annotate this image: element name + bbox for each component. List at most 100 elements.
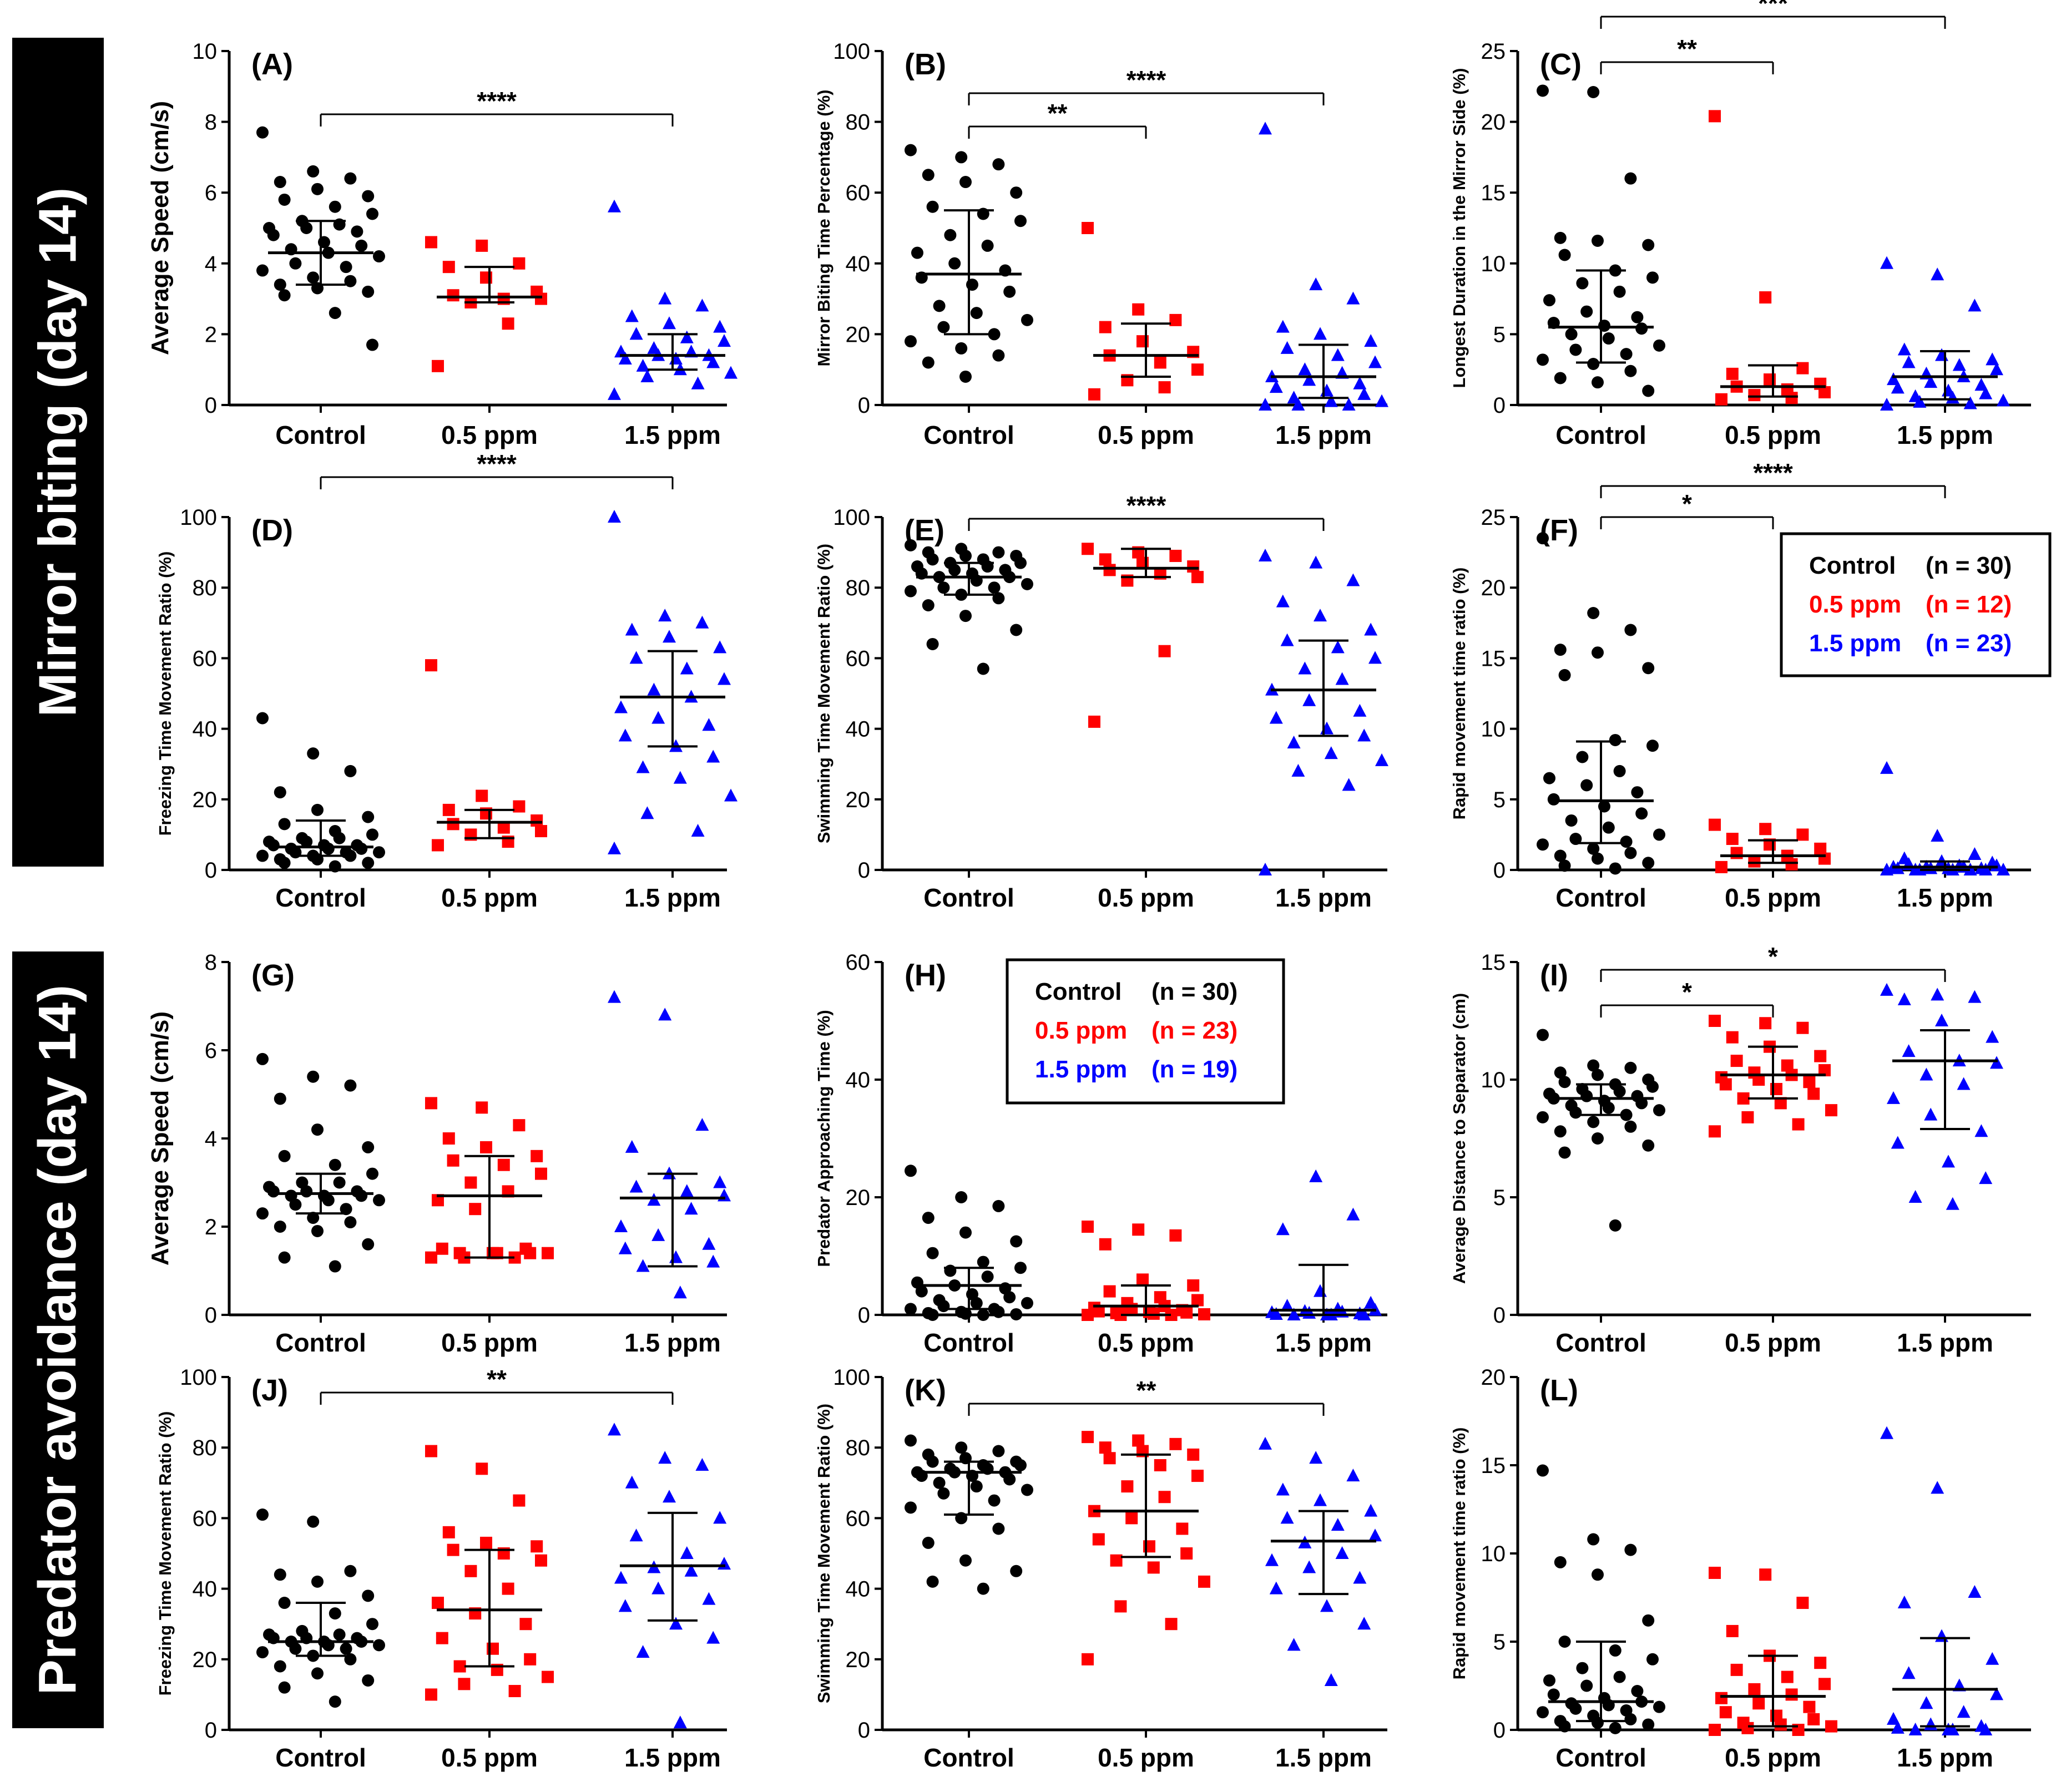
data-point <box>425 236 437 249</box>
data-point <box>1280 633 1294 646</box>
data-point <box>1587 1116 1600 1128</box>
y-tick-label: 80 <box>193 576 218 600</box>
data-point <box>1191 571 1204 584</box>
data-point <box>1554 1125 1567 1138</box>
data-point <box>366 338 378 351</box>
data-point <box>1781 1670 1794 1683</box>
data-point <box>1335 672 1349 685</box>
data-point <box>706 1254 720 1268</box>
data-point <box>970 1480 983 1493</box>
data-point <box>362 1674 375 1687</box>
data-point <box>1609 1219 1621 1232</box>
y-tick-label: 0 <box>858 858 870 883</box>
y-tick-label: 10 <box>193 39 218 64</box>
data-point <box>1620 348 1633 361</box>
data-point <box>926 1575 939 1588</box>
x-tick-label: 1.5 ppm <box>1897 883 1993 912</box>
data-point <box>1631 1685 1644 1698</box>
data-point <box>988 581 1001 594</box>
legend-group-label: Control <box>1035 978 1122 1005</box>
y-tick-label: 40 <box>193 717 218 742</box>
data-point <box>256 712 269 725</box>
data-point <box>1935 1014 1948 1026</box>
data-point <box>1010 1565 1023 1577</box>
data-point <box>1587 1533 1600 1546</box>
data-point <box>1719 1078 1732 1091</box>
data-point <box>1259 398 1272 411</box>
data-point <box>1309 1451 1323 1464</box>
data-point <box>1165 1309 1178 1321</box>
data-point <box>1624 624 1637 636</box>
data-point <box>508 1251 521 1264</box>
data-point <box>1136 1273 1149 1286</box>
y-tick-label: 80 <box>846 1436 871 1460</box>
panel-c: 0 5 10 15 20 25 Control 0.5 ppm 1.5 ppm Longest D… <box>1449 0 2031 449</box>
data-point <box>1082 1431 1094 1444</box>
data-point <box>1726 367 1739 380</box>
data-point <box>425 1251 437 1264</box>
data-point <box>1642 239 1655 251</box>
y-tick-label: 20 <box>193 788 218 812</box>
data-point <box>274 176 286 189</box>
data-point <box>1709 818 1721 831</box>
data-point <box>1287 1638 1301 1651</box>
data-point <box>1324 746 1338 760</box>
data-point <box>1276 1222 1290 1236</box>
data-point <box>636 760 650 773</box>
data-point <box>311 1123 324 1136</box>
x-tick-label: 1.5 ppm <box>1897 421 1993 449</box>
y-tick-label: 60 <box>846 1506 871 1531</box>
x-tick-label: 0.5 ppm <box>441 1328 538 1357</box>
data-point <box>1169 549 1182 562</box>
data-point <box>1592 1069 1604 1081</box>
data-point <box>718 334 731 347</box>
y-tick-label: 25 <box>1481 39 1506 64</box>
data-point <box>959 549 972 562</box>
data-point <box>608 199 621 212</box>
data-point <box>1587 86 1600 99</box>
data-point <box>1818 1064 1831 1077</box>
data-point <box>307 165 320 178</box>
data-point <box>1558 859 1571 872</box>
data-point <box>458 1251 471 1264</box>
data-point <box>1198 1575 1210 1588</box>
panel-f: 0 5 10 15 20 25 Control 0.5 ppm 1.5 ppm Rapid mov… <box>1449 458 2031 912</box>
data-point <box>1781 1059 1794 1072</box>
data-point <box>713 1175 727 1188</box>
data-point <box>1897 342 1911 356</box>
y-tick-label: 0 <box>1493 1718 1506 1743</box>
data-point <box>366 1167 378 1180</box>
data-point <box>1169 1437 1182 1450</box>
data-point <box>926 637 939 650</box>
data-point <box>1887 372 1900 386</box>
y-tick-label: 20 <box>846 322 871 347</box>
data-point <box>1759 291 1772 304</box>
section-label-mirror-biting: Mirror biting (day 14) <box>12 38 104 867</box>
y-tick-label: 20 <box>846 1186 871 1210</box>
data-point <box>502 317 514 330</box>
data-point <box>1154 356 1166 369</box>
data-point <box>1818 1678 1831 1690</box>
data-point <box>1935 1629 1948 1642</box>
data-point <box>1785 1688 1798 1701</box>
data-point <box>1298 661 1312 675</box>
data-point <box>535 292 547 305</box>
y-tick-label: 40 <box>846 252 871 276</box>
data-point <box>311 803 324 816</box>
data-point <box>955 342 968 355</box>
data-point <box>706 750 720 763</box>
data-point <box>1825 1104 1837 1117</box>
data-point <box>1620 836 1633 848</box>
data-point <box>981 239 994 252</box>
y-tick-label: 15 <box>1481 181 1506 205</box>
data-point <box>1010 1235 1023 1248</box>
data-point <box>1653 1700 1665 1713</box>
legend-group-label: 0.5 ppm <box>1809 591 1901 618</box>
data-point <box>684 1202 698 1215</box>
data-point <box>1132 1223 1145 1236</box>
data-point <box>1088 715 1100 728</box>
data-point <box>1891 381 1905 394</box>
data-point <box>362 811 375 823</box>
data-point <box>706 1631 720 1644</box>
y-tick-label: 8 <box>205 110 217 135</box>
